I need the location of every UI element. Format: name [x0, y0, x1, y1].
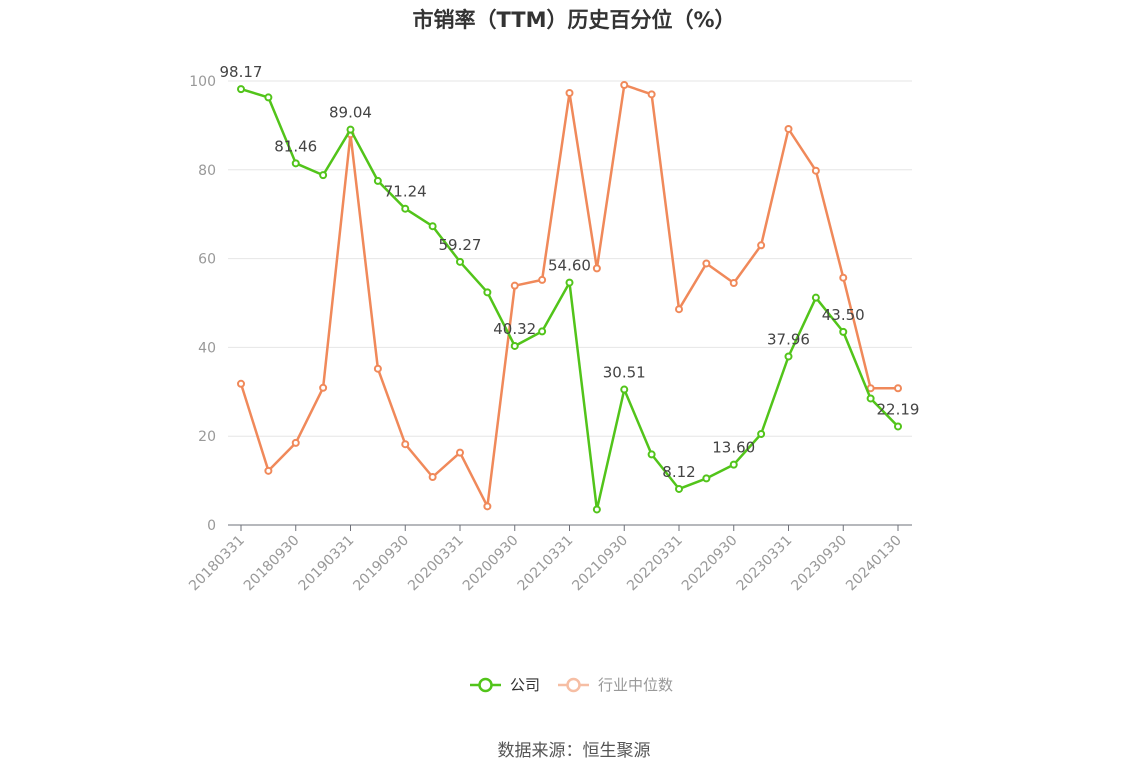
data-point: [784, 352, 793, 361]
data-point: [401, 204, 410, 213]
data-point: [894, 384, 902, 393]
x-tick-label: 20240130: [843, 533, 905, 595]
data-label: 81.46: [274, 137, 317, 155]
data-point: [565, 278, 574, 287]
data-point: [264, 466, 273, 475]
x-tick-label: 20230930: [788, 533, 850, 595]
data-point: [264, 93, 273, 102]
data-point: [866, 394, 875, 403]
data-point: [456, 257, 464, 266]
data-point: [675, 484, 683, 493]
data-point: [647, 450, 656, 459]
data-point: [620, 385, 629, 394]
legend-marker: [566, 677, 581, 693]
data-point: [538, 275, 547, 284]
legend-item: [470, 677, 501, 693]
x-tick-label: 20210930: [569, 533, 631, 595]
legend-label: 公司: [510, 676, 540, 694]
data-label: 71.24: [384, 183, 427, 201]
data-point: [647, 90, 656, 99]
data-point: [784, 124, 793, 133]
data-point: [428, 222, 437, 231]
x-tick-label: 20180331: [186, 533, 248, 595]
data-point: [319, 383, 328, 392]
x-tick-label: 20190930: [350, 533, 412, 595]
data-point: [319, 171, 328, 180]
data-point: [401, 440, 410, 449]
x-tick-label: 20200930: [460, 533, 522, 595]
y-tick-label: 0: [207, 518, 216, 534]
data-label: 43.50: [822, 306, 865, 324]
data-point: [565, 88, 574, 97]
data-point: [675, 305, 683, 314]
series-lines: [237, 80, 902, 514]
data-point: [237, 85, 245, 94]
data-point: [702, 259, 711, 268]
data-label: 37.96: [767, 330, 810, 348]
data-point: [811, 166, 820, 175]
data-point: [510, 281, 519, 290]
data-point: [510, 341, 519, 350]
data-point: [291, 159, 300, 168]
data-point: [483, 502, 492, 511]
legend-item: [558, 677, 589, 693]
data-label: 13.60: [712, 439, 755, 457]
x-tick-label: 20220930: [679, 533, 741, 595]
x-tick-label: 20200331: [405, 533, 467, 595]
chart-title: 市销率（TTM）历史百分位（%）: [412, 8, 736, 32]
data-label: 40.32: [493, 320, 536, 338]
data-point: [483, 288, 492, 297]
data-point: [702, 474, 711, 483]
data-point: [811, 293, 820, 302]
y-tick-label: 100: [189, 74, 216, 90]
source-note: 数据来源：恒生聚源: [497, 741, 651, 761]
data-point: [729, 279, 738, 288]
y-tick-label: 40: [198, 340, 216, 356]
y-tick-label: 20: [198, 429, 216, 445]
data-point: [592, 505, 601, 514]
data-label: 30.51: [603, 364, 646, 382]
data-point: [620, 80, 629, 89]
data-point: [456, 448, 464, 457]
data-label: 98.17: [220, 63, 263, 81]
y-tick-label: 60: [198, 252, 216, 268]
grid-lines: [228, 80, 912, 437]
x-tick-label: 20220331: [624, 533, 686, 595]
data-point: [373, 364, 382, 373]
data-point: [237, 379, 245, 388]
legend-marker: [478, 677, 493, 693]
legend: 公司 行业中位数: [470, 676, 673, 694]
x-tick-label: 20210331: [515, 533, 577, 595]
data-label: 8.12: [662, 463, 695, 481]
y-tick-label: 80: [198, 163, 216, 179]
data-point: [757, 429, 766, 438]
data-point: [757, 241, 766, 250]
data-point: [428, 473, 437, 482]
data-point: [894, 422, 902, 431]
data-label: 89.04: [329, 104, 372, 122]
x-tick-label: 20180930: [241, 533, 303, 595]
data-point: [291, 438, 300, 447]
data-label: 22.19: [877, 400, 920, 418]
data-label: 54.60: [548, 257, 591, 275]
data-labels: 98.17 81.46 89.04 71.24 59.27 40.32 54.60 30.51…: [220, 63, 920, 481]
data-point: [346, 125, 355, 134]
data-point: [373, 176, 382, 185]
series-line: [240, 87, 899, 511]
data-point: [839, 327, 848, 336]
data-point: [839, 273, 848, 282]
x-tick-label: 20230331: [734, 533, 796, 595]
data-point: [592, 264, 601, 273]
data-point: [729, 460, 738, 469]
legend-label: 行业中位数: [598, 676, 673, 694]
data-label: 59.27: [439, 236, 482, 254]
data-point: [538, 327, 547, 336]
x-tick-label: 20190331: [296, 533, 358, 595]
